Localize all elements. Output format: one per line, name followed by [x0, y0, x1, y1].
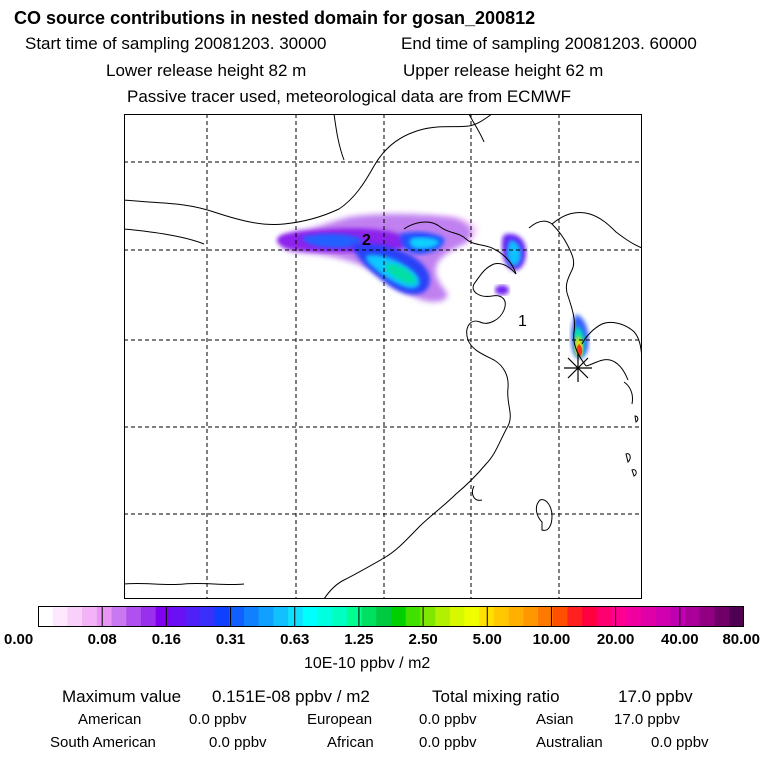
source-value: 0.0 ppbv: [209, 734, 267, 751]
colorbar-cell: [655, 606, 672, 627]
source-value: 0.0 ppbv: [419, 734, 477, 751]
source-name: Asian: [536, 711, 574, 728]
source-name: African: [327, 734, 374, 751]
end-time-label: End time of sampling 20081203. 60000: [401, 34, 697, 53]
colorbar-cell: [552, 606, 569, 627]
colorbar-cell: [685, 606, 701, 627]
colorbar-cell: [464, 606, 480, 627]
colorbar-cell: [596, 606, 613, 627]
colorbar-cell: [243, 606, 260, 627]
colorbar-tick-label: 10.00: [532, 631, 571, 648]
colorbar-cell: [52, 606, 69, 627]
colorbar-cell: [170, 606, 186, 627]
lower-release-label: Lower release height 82 m: [106, 61, 307, 80]
colorbar-cell: [229, 606, 245, 627]
source-name: Australian: [536, 734, 603, 751]
colorbar-cell: [96, 606, 113, 627]
colorbar-tick-label: 0.08: [87, 631, 117, 648]
colorbar: [38, 606, 744, 627]
colorbar-cell: [155, 606, 171, 627]
colorbar-cell: [508, 606, 524, 627]
colorbar-cell: [567, 606, 583, 627]
colorbar-cell: [82, 606, 98, 627]
upper-release-label: Upper release height 62 m: [403, 61, 604, 80]
colorbar-cell: [302, 606, 319, 627]
total-mixing-value: 17.0 ppbv: [618, 687, 693, 706]
colorbar-cell: [376, 606, 392, 627]
colorbar-cell: [346, 606, 363, 627]
colorbar-cell: [258, 606, 274, 627]
colorbar-cell: [361, 606, 377, 627]
source-value: 0.0 ppbv: [189, 711, 247, 728]
source-name: European: [307, 711, 373, 728]
colorbar-cell: [140, 606, 157, 627]
colorbar-cell: [435, 606, 451, 627]
colorbar-cell: [273, 606, 289, 627]
colorbar-cell: [626, 606, 642, 627]
colorbar-cell: [38, 606, 54, 627]
colorbar-cell: [214, 606, 230, 627]
source-value: 0.0 ppbv: [419, 711, 477, 728]
star-asterisk-icon: [564, 354, 592, 382]
tracer-note: Passive tracer used, meteorological data…: [127, 87, 572, 106]
colorbar-cell: [714, 606, 730, 627]
colorbar-cell: [670, 606, 686, 627]
marker-1: 1: [518, 313, 527, 330]
colorbar-tick-label: 0.31: [215, 631, 246, 648]
colorbar-cell: [699, 606, 716, 627]
colorbar-cell: [449, 606, 466, 627]
colorbar-cell: [288, 606, 304, 627]
page-title: CO source contributions in nested domain…: [14, 8, 536, 28]
colorbar-tick-label: 0.63: [280, 631, 310, 648]
colorbar-cell: [111, 606, 127, 627]
source-value: 0.0 ppbv: [651, 734, 709, 751]
colorbar-cell: [582, 606, 598, 627]
colorbar-cell: [67, 606, 83, 627]
source-value: 17.0 ppbv: [614, 711, 680, 728]
source-name: South American: [50, 734, 156, 751]
map-panel: 1 2: [124, 114, 642, 599]
colorbar-cell: [641, 606, 657, 627]
colorbar-cell: [199, 606, 216, 627]
colorbar-cell: [332, 606, 348, 627]
colorbar-cell: [185, 606, 201, 627]
colorbar-tick-label: 1.25: [344, 631, 374, 648]
colorbar-tick-label: 40.00: [661, 631, 699, 648]
map-border: [124, 114, 642, 599]
max-value: 0.151E-08 ppbv / m2: [212, 687, 370, 706]
colorbar-cell: [493, 606, 510, 627]
start-time-label: Start time of sampling 20081203. 30000: [25, 34, 327, 53]
colorbar-cell: [729, 606, 744, 627]
source-name: American: [78, 711, 142, 728]
colorbar-cell: [538, 606, 554, 627]
colorbar-tick-label: 2.50: [408, 631, 438, 648]
marker-2: 2: [362, 232, 371, 249]
graticule: [124, 114, 642, 599]
coastlines: [124, 114, 642, 599]
colorbar-cell: [317, 606, 333, 627]
colorbar-tick-label: 5.00: [472, 631, 502, 648]
total-mixing-label: Total mixing ratio: [432, 687, 560, 706]
max-value-label: Maximum value: [62, 687, 182, 706]
concentration-plume: [276, 213, 589, 359]
colorbar-tick-label: 0.00: [4, 631, 34, 648]
colorbar-cell: [391, 606, 407, 627]
colorbar-cell: [611, 606, 627, 627]
colorbar-cell: [523, 606, 539, 627]
colorbar-cell: [405, 606, 422, 627]
colorbar-cell: [126, 606, 142, 627]
colorbar-unit: 10E-10 ppbv / m2: [304, 655, 431, 672]
colorbar-tick-label: 0.16: [151, 631, 181, 648]
colorbar-tick-label: 20.00: [596, 631, 635, 648]
colorbar-tick-label: 80.00: [722, 631, 760, 648]
colorbar-cell: [420, 606, 436, 627]
